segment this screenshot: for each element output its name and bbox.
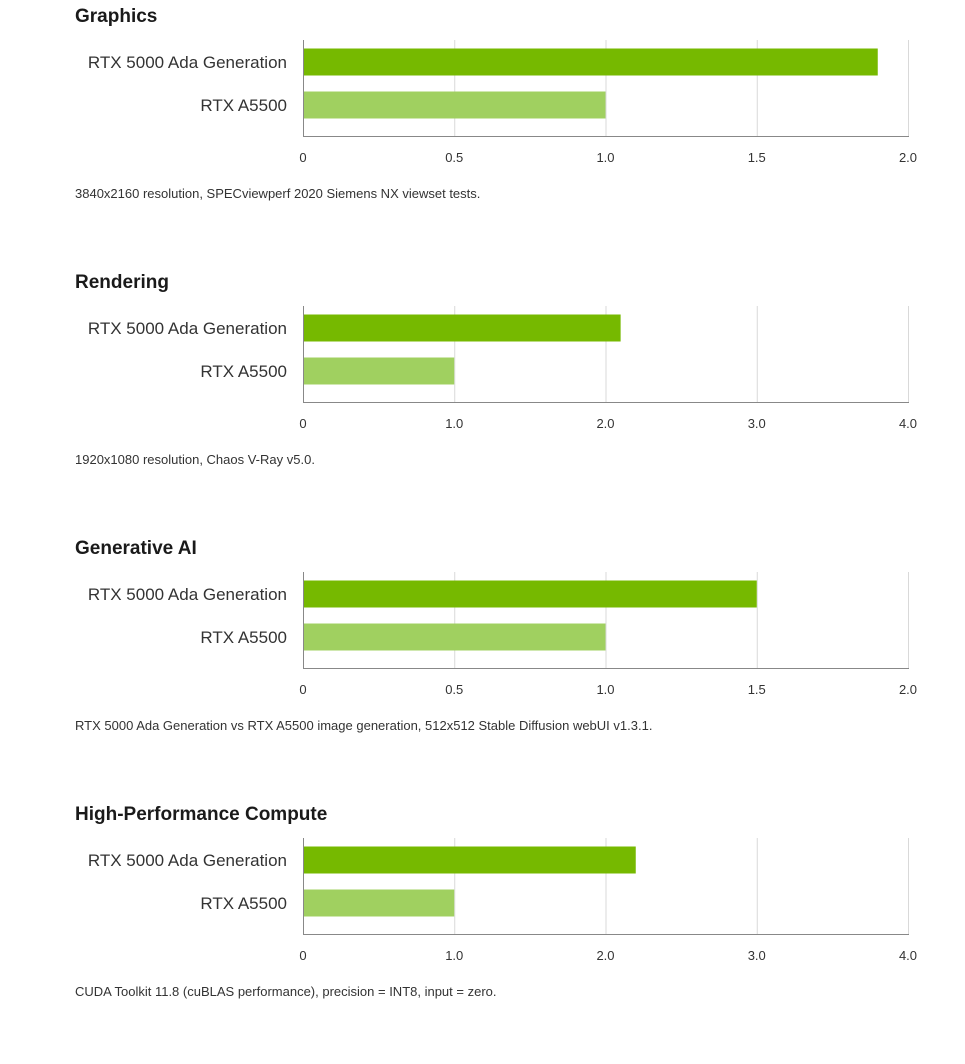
bar-rtx-5000-ada: [304, 580, 757, 608]
chart-panel-generative-ai: Generative AI RTX 5000 Ada Generation RTX…: [0, 532, 965, 798]
category-label: RTX 5000 Ada Generation: [88, 319, 287, 338]
x-tick-label: 0: [299, 416, 306, 431]
x-tick-label: 2.0: [899, 150, 917, 165]
x-tick-label: 1.5: [748, 682, 766, 697]
x-tick-label: 0.5: [445, 150, 463, 165]
bar-rtx-a5500: [304, 623, 606, 651]
bar-rtx-a5500: [304, 357, 455, 385]
bar-rtx-5000-ada: [304, 846, 636, 874]
chart-footnote: 1920x1080 resolution, Chaos V-Ray v5.0.: [75, 452, 315, 467]
bar-rtx-a5500: [304, 91, 606, 119]
category-label: RTX 5000 Ada Generation: [88, 53, 287, 72]
x-tick-label: 3.0: [748, 416, 766, 431]
chart-title: Graphics: [75, 6, 158, 27]
x-tick-label: 4.0: [899, 948, 917, 963]
category-label: RTX A5500: [200, 894, 287, 913]
bar-rtx-a5500: [304, 889, 455, 917]
chart-title: Rendering: [75, 272, 169, 293]
x-tick-label: 1.0: [596, 682, 614, 697]
x-tick-label: 1.0: [445, 416, 463, 431]
chart-footnote: 3840x2160 resolution, SPECviewperf 2020 …: [75, 186, 481, 201]
chart-panel-hpc: High-Performance Compute RTX 5000 Ada Ge…: [0, 798, 965, 1064]
category-label: RTX A5500: [200, 362, 287, 381]
bar-chart-hpc: RTX 5000 Ada Generation RTX A5500 0 1.0 2.0 3…: [88, 838, 917, 963]
x-tick-label: 4.0: [899, 416, 917, 431]
category-label: RTX 5000 Ada Generation: [88, 851, 287, 870]
x-tick-label: 3.0: [748, 948, 766, 963]
chart-title: High-Performance Compute: [75, 804, 328, 825]
chart-panel-rendering: Rendering RTX 5000 Ada Generation RTX A55…: [0, 266, 965, 532]
x-tick-label: 0.5: [445, 682, 463, 697]
x-tick-label: 1.0: [445, 948, 463, 963]
x-tick-label: 1.5: [748, 150, 766, 165]
x-tick-label: 2.0: [899, 682, 917, 697]
x-tick-label: 0: [299, 682, 306, 697]
bar-rtx-5000-ada: [304, 48, 878, 76]
bar-chart-graphics: RTX 5000 Ada Generation RTX A5500 0 0.5 1.0 1…: [88, 40, 917, 165]
chart-footnote: CUDA Toolkit 11.8 (cuBLAS performance), …: [75, 984, 497, 999]
x-tick-label: 0: [299, 948, 306, 963]
bar-chart-generative-ai: RTX 5000 Ada Generation RTX A5500 0 0.5 1.0 1…: [88, 572, 917, 697]
chart-panel-graphics: Graphics RTX 5000 Ada Generation RTX A550…: [0, 0, 965, 266]
x-tick-label: 2.0: [596, 416, 614, 431]
category-label: RTX A5500: [200, 628, 287, 647]
bar-chart-rendering: RTX 5000 Ada Generation RTX A5500 0 1.0 2.0 3…: [88, 306, 917, 431]
chart-title: Generative AI: [75, 538, 197, 559]
x-tick-label: 2.0: [596, 948, 614, 963]
category-label: RTX 5000 Ada Generation: [88, 585, 287, 604]
x-tick-label: 0: [299, 150, 306, 165]
category-label: RTX A5500: [200, 96, 287, 115]
x-tick-label: 1.0: [596, 150, 614, 165]
chart-footnote: RTX 5000 Ada Generation vs RTX A5500 ima…: [75, 718, 653, 733]
bar-rtx-5000-ada: [304, 314, 621, 342]
